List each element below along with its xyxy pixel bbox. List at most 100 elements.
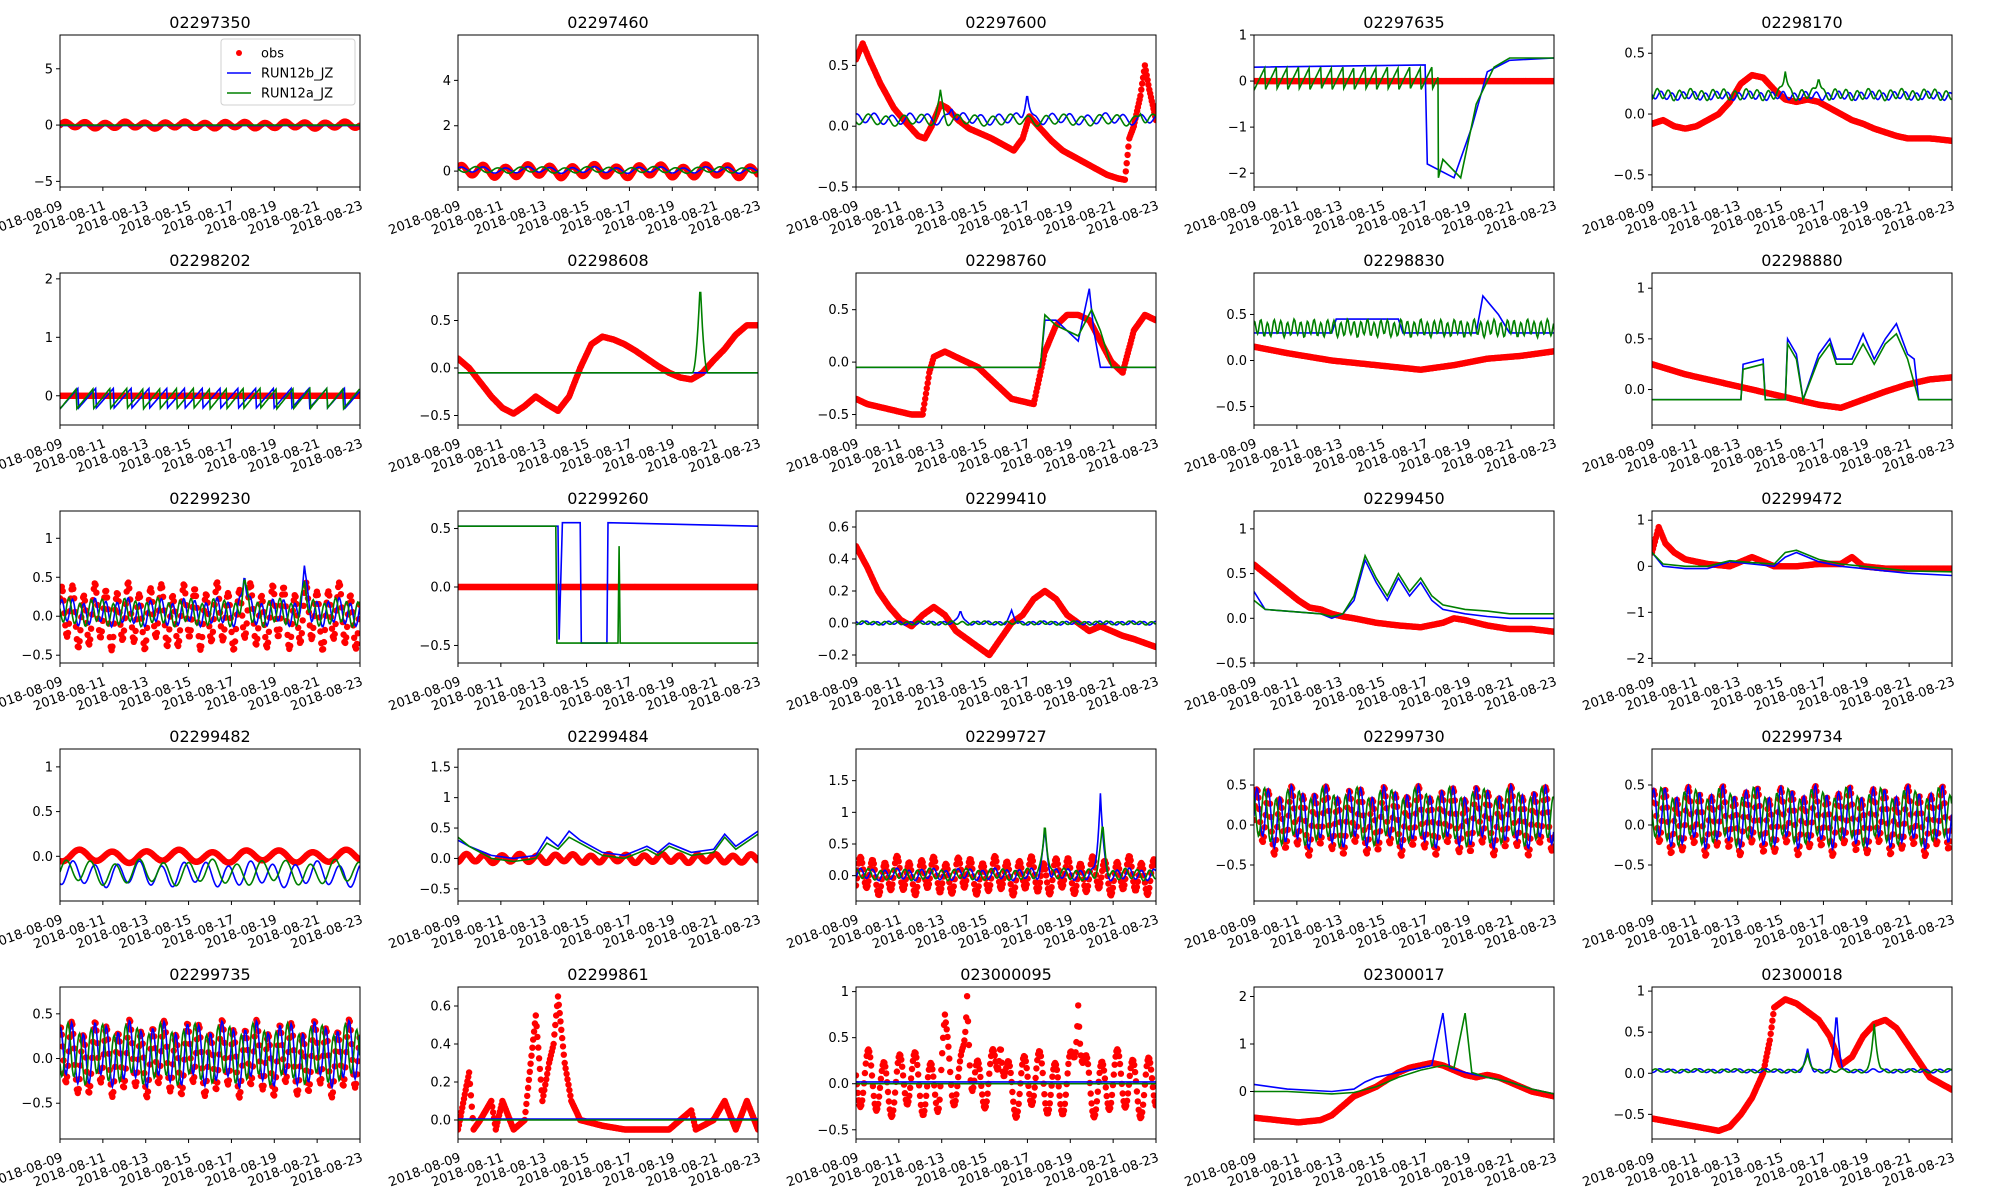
obs-point: [343, 623, 351, 631]
y-tick-label: −5: [34, 175, 53, 190]
y-tick-label: −1: [1228, 121, 1247, 136]
series-line-RUN12a_JZ: [60, 578, 360, 629]
y-tick-label: −0.2: [817, 649, 849, 664]
subplot-title: 02297460: [567, 13, 648, 32]
series-line-RUN12a_JZ: [458, 165, 758, 175]
obs-point: [1123, 160, 1130, 167]
y-tick-label: −0.5: [817, 181, 849, 196]
subplot-02297460: 022974600242018-08-092018-08-112018-08-1…: [387, 13, 763, 238]
series-line-RUN12a_JZ: [1254, 316, 1554, 340]
obs-point: [254, 635, 261, 642]
subplot-title: 02297635: [1363, 13, 1444, 32]
obs-point: [80, 592, 88, 599]
axes-frame: [1651, 34, 1953, 188]
obs-point: [754, 322, 758, 329]
obs-point: [220, 634, 227, 641]
obs-point: [353, 640, 360, 648]
series-line-RUN12a_JZ: [1652, 71, 1952, 102]
y-tick-label: −0.5: [817, 408, 849, 423]
obs-point: [1121, 176, 1129, 183]
y-tick-label: 1: [45, 532, 53, 547]
y-tick-label: 0.0: [32, 610, 53, 625]
obs-point: [186, 633, 193, 640]
plot-area: [60, 386, 360, 412]
subplot-title: 02299450: [1363, 489, 1444, 508]
obs-point: [920, 406, 927, 413]
obs-point: [60, 587, 66, 595]
obs-point: [239, 612, 246, 619]
y-tick-label: 0.4: [828, 553, 849, 568]
obs-markers: [856, 311, 1156, 418]
obs-point: [221, 626, 228, 633]
subplot-title: 02298760: [965, 251, 1046, 270]
obs-point: [165, 636, 172, 644]
obs-point: [309, 633, 316, 640]
obs-point: [242, 630, 249, 637]
obs-point: [86, 641, 93, 648]
obs-point: [203, 592, 210, 599]
obs-point: [354, 630, 360, 637]
series-line-RUN12a_JZ: [856, 89, 1156, 128]
obs-point: [164, 642, 171, 650]
obs-point: [919, 411, 926, 418]
obs-point: [1948, 137, 1952, 144]
obs-point: [81, 597, 89, 604]
obs-point: [271, 590, 278, 598]
obs-point: [214, 579, 221, 586]
obs-point: [110, 633, 117, 641]
axes-frame: [457, 34, 759, 188]
subplot-02298608: 02298608−0.50.00.52018-08-092018-08-1120…: [387, 251, 763, 476]
obs-point: [225, 592, 233, 600]
obs-point: [103, 594, 111, 601]
y-tick-label: 0.5: [1226, 308, 1247, 323]
obs-point: [1948, 374, 1952, 381]
obs-point: [143, 637, 150, 644]
obs-point: [132, 627, 139, 635]
axes-frame: [457, 272, 759, 426]
obs-point: [922, 395, 929, 402]
series-line-RUN12a_JZ: [1652, 332, 1952, 403]
y-tick-label: 0.5: [430, 314, 451, 329]
axes-frame: [59, 510, 361, 664]
obs-point: [92, 581, 99, 589]
subplot-02299260: 02299260−0.50.00.52018-08-092018-08-1120…: [387, 489, 763, 714]
obs-point: [276, 626, 283, 633]
plot-area: [1254, 553, 1554, 635]
plot-area: [856, 543, 1156, 659]
series-line-RUN12a_JZ: [856, 307, 1156, 369]
obs-point: [921, 400, 928, 408]
subplot-02297350: 02297350−5052018-08-092018-08-112018-08-…: [0, 13, 365, 238]
obs-markers: [856, 40, 1156, 183]
obs-point: [922, 390, 930, 397]
y-tick-label: 0.5: [1624, 47, 1645, 62]
obs-point: [1143, 71, 1150, 79]
subplot-title: 02299260: [567, 489, 648, 508]
obs-point: [76, 638, 83, 645]
obs-point: [119, 635, 127, 642]
obs-point: [175, 642, 182, 650]
plot-area: [60, 565, 360, 654]
legend-label: obs: [261, 47, 284, 62]
obs-point: [337, 591, 345, 598]
subplot-title: 02297600: [965, 13, 1046, 32]
y-tick-label: 0.0: [430, 362, 451, 377]
obs-point: [275, 632, 282, 640]
obs-point: [181, 582, 188, 589]
obs-point: [77, 627, 84, 634]
obs-point: [924, 379, 931, 387]
axes-frame: [1651, 272, 1953, 426]
legend-box: [220, 38, 356, 106]
obs-point: [287, 642, 294, 650]
y-tick-label: 0.0: [828, 617, 849, 632]
obs-point: [126, 585, 133, 592]
obs-point: [1125, 143, 1132, 150]
y-tick-label: 2: [45, 272, 53, 287]
obs-point: [232, 625, 240, 633]
subplot-02298760: 02298760−0.50.00.52018-08-092018-08-1120…: [785, 251, 1161, 476]
obs-point: [139, 628, 146, 636]
obs-markers: [458, 583, 758, 591]
obs-point: [1145, 81, 1152, 89]
obs-point: [198, 643, 205, 650]
legend-label: RUN12a_JZ: [261, 87, 333, 102]
y-tick-label: 0: [443, 165, 451, 180]
